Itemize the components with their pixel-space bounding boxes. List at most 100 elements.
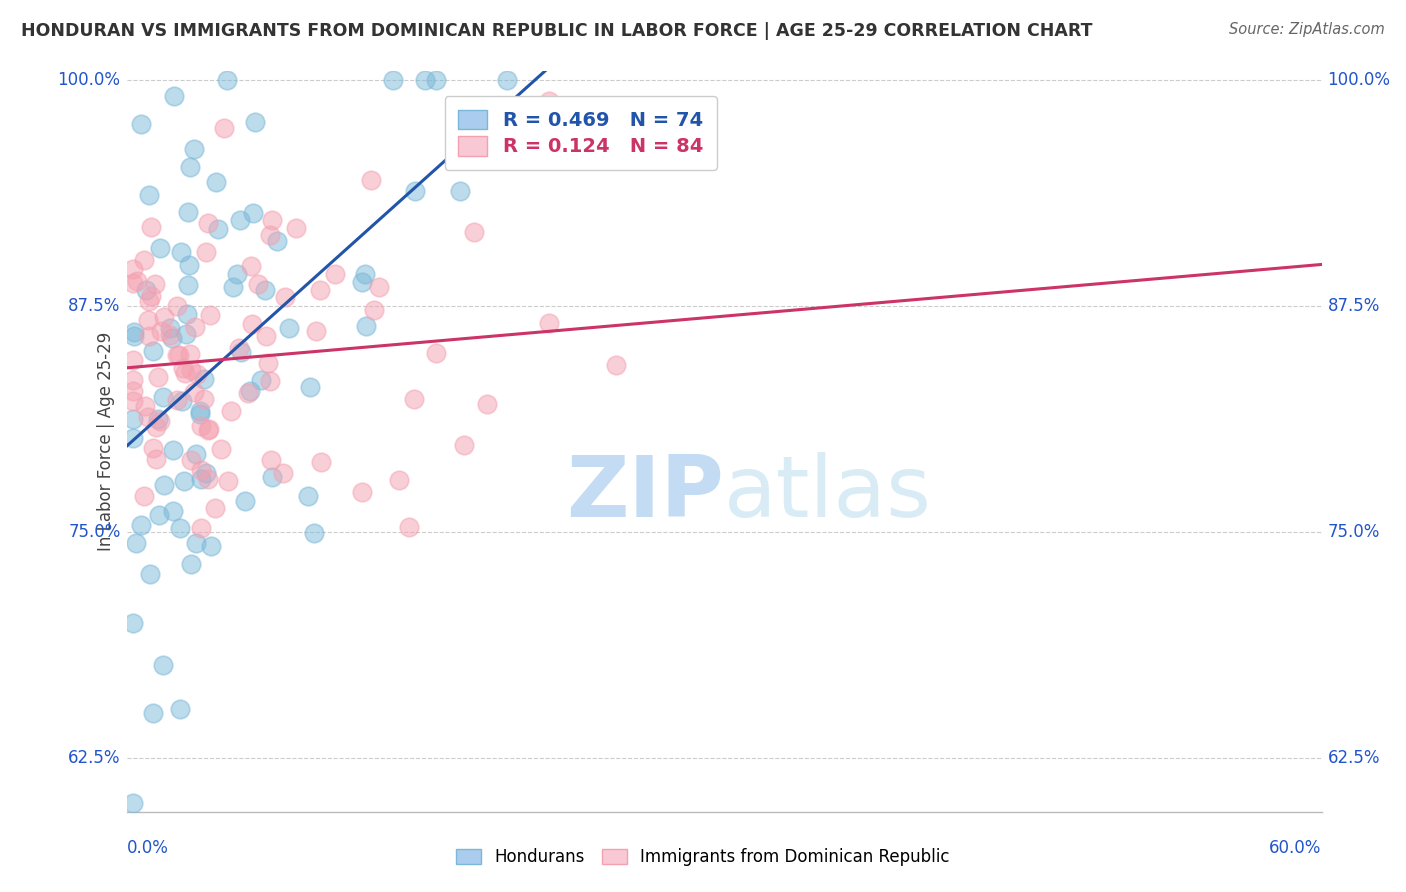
- Point: [402, 392, 425, 406]
- Point: [152, 390, 174, 404]
- Point: [180, 362, 202, 376]
- Text: 62.5%: 62.5%: [67, 748, 121, 766]
- Point: [246, 277, 269, 292]
- Point: [143, 277, 166, 291]
- Text: Source: ZipAtlas.com: Source: ZipAtlas.com: [1229, 22, 1385, 37]
- Point: [132, 489, 155, 503]
- Point: [413, 73, 436, 87]
- Point: [239, 384, 262, 398]
- Point: [146, 369, 169, 384]
- Point: [183, 384, 205, 399]
- Text: 62.5%: 62.5%: [1327, 748, 1381, 766]
- Point: [166, 299, 188, 313]
- Point: [162, 504, 184, 518]
- Point: [177, 204, 200, 219]
- Point: [193, 372, 215, 386]
- Point: [212, 121, 235, 136]
- Point: [172, 360, 194, 375]
- Point: [138, 328, 160, 343]
- Point: [352, 275, 374, 289]
- Point: [190, 472, 212, 486]
- Point: [309, 455, 332, 469]
- Point: [260, 213, 283, 227]
- Point: [170, 245, 193, 260]
- Point: [354, 268, 377, 282]
- Point: [141, 289, 163, 303]
- Point: [305, 324, 328, 338]
- Point: [193, 392, 215, 406]
- Point: [179, 258, 201, 272]
- Point: [209, 442, 232, 456]
- Point: [173, 475, 195, 489]
- Point: [167, 348, 190, 362]
- Point: [225, 267, 247, 281]
- Text: HONDURAN VS IMMIGRANTS FROM DOMINICAN REPUBLIC IN LABOR FORCE | AGE 25-29 CORREL: HONDURAN VS IMMIGRANTS FROM DOMINICAN RE…: [21, 22, 1092, 40]
- Point: [475, 397, 498, 411]
- Point: [148, 508, 170, 523]
- Point: [228, 342, 250, 356]
- Point: [139, 220, 162, 235]
- Point: [277, 320, 299, 334]
- Point: [169, 521, 191, 535]
- Point: [190, 463, 212, 477]
- Point: [388, 473, 411, 487]
- Point: [169, 702, 191, 716]
- Point: [463, 225, 485, 239]
- Text: 60.0%: 60.0%: [1270, 838, 1322, 857]
- Point: [382, 73, 405, 87]
- Point: [142, 344, 165, 359]
- Point: [149, 325, 172, 339]
- Point: [145, 452, 167, 467]
- Point: [197, 216, 219, 230]
- Point: [129, 518, 152, 533]
- Text: 100.0%: 100.0%: [58, 71, 121, 89]
- Point: [177, 278, 200, 293]
- Point: [197, 423, 219, 437]
- Point: [242, 205, 264, 219]
- Point: [308, 283, 330, 297]
- Point: [205, 175, 228, 189]
- Point: [297, 489, 319, 503]
- Point: [142, 442, 165, 456]
- Point: [166, 348, 188, 362]
- Point: [207, 222, 229, 236]
- Text: atlas: atlas: [724, 452, 932, 535]
- Point: [136, 409, 159, 424]
- Point: [124, 329, 146, 343]
- Point: [425, 73, 447, 87]
- Point: [135, 283, 157, 297]
- Point: [166, 393, 188, 408]
- Point: [222, 280, 245, 294]
- Text: 0.0%: 0.0%: [127, 838, 169, 857]
- Point: [179, 346, 201, 360]
- Point: [121, 352, 143, 367]
- Point: [537, 94, 560, 108]
- Point: [149, 241, 172, 255]
- Point: [259, 375, 281, 389]
- Point: [250, 373, 273, 387]
- Point: [139, 566, 162, 581]
- Point: [162, 442, 184, 457]
- Point: [229, 345, 252, 359]
- Point: [215, 73, 238, 87]
- Point: [495, 73, 517, 87]
- Point: [159, 321, 181, 335]
- Point: [304, 526, 326, 541]
- Point: [125, 535, 148, 549]
- Text: 87.5%: 87.5%: [1327, 297, 1381, 315]
- Point: [159, 328, 181, 343]
- Point: [285, 221, 308, 235]
- Point: [449, 184, 471, 198]
- Point: [176, 307, 198, 321]
- Point: [180, 558, 202, 572]
- Point: [217, 474, 239, 488]
- Point: [352, 485, 374, 500]
- Point: [134, 399, 156, 413]
- Point: [254, 328, 277, 343]
- Point: [152, 658, 174, 673]
- Point: [121, 615, 143, 630]
- Point: [354, 319, 377, 334]
- Point: [274, 290, 297, 304]
- Point: [243, 115, 266, 129]
- Point: [253, 284, 276, 298]
